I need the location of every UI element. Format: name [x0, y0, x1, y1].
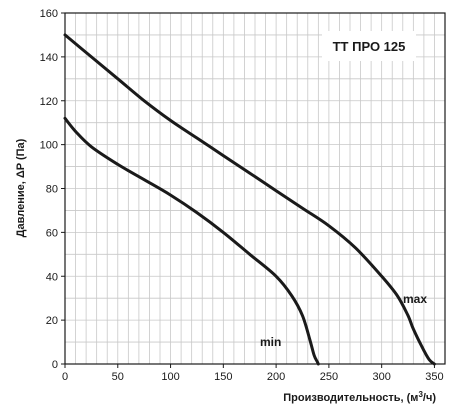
curves [63, 33, 436, 366]
x-axis-label: Производительность, (м3/ч) [283, 390, 436, 404]
y-tick-label: 80 [46, 184, 58, 196]
y-tick-label: 100 [40, 140, 58, 152]
series-line-min [63, 116, 320, 366]
chart-title: ТТ ПРО 125 [333, 39, 406, 54]
title-box: ТТ ПРО 125 [322, 31, 416, 61]
y-tick-label: 20 [46, 315, 58, 327]
x-tick-label: 100 [161, 371, 179, 383]
x-tick-label: 300 [372, 371, 390, 383]
x-tick-label: 350 [425, 371, 443, 383]
x-tick-label: 150 [214, 371, 232, 383]
y-tick-label: 0 [52, 359, 58, 371]
x-tick-label: 50 [112, 371, 124, 383]
x-tick-label: 250 [320, 371, 338, 383]
x-ticks: 0 50 100 150 200 250 300 350 [62, 364, 444, 383]
grid [65, 13, 445, 364]
series-label-min: min [260, 335, 281, 349]
series-label-max: max [403, 292, 427, 306]
x-tick-label: 200 [267, 371, 285, 383]
y-tick-label: 60 [46, 227, 58, 239]
series-line-max [63, 33, 436, 366]
title-background [322, 31, 416, 61]
y-tick-label: 120 [40, 96, 58, 108]
x-tick-label: 0 [62, 371, 68, 383]
y-tick-label: 40 [46, 271, 58, 283]
y-ticks: 0 20 40 60 80 100 120 140 160 [40, 8, 65, 371]
y-axis-label: Давление, ΔP (Па) [15, 138, 27, 237]
plot-frame [64, 12, 446, 365]
y-tick-label: 160 [40, 8, 58, 20]
y-tick-label: 140 [40, 52, 58, 64]
